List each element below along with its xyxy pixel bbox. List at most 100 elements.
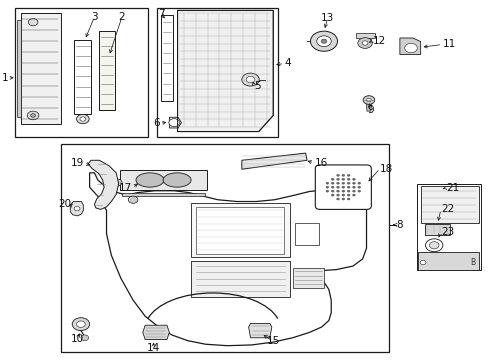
Circle shape	[168, 119, 179, 127]
Text: 9: 9	[366, 105, 373, 115]
Text: 11: 11	[442, 40, 455, 49]
Circle shape	[325, 186, 328, 188]
Circle shape	[336, 198, 339, 200]
Ellipse shape	[136, 173, 163, 187]
Bar	[416, 184, 480, 270]
Circle shape	[352, 178, 355, 180]
Circle shape	[346, 194, 349, 196]
Text: 19: 19	[70, 158, 83, 168]
Polygon shape	[99, 31, 115, 110]
Text: 8: 8	[396, 220, 402, 230]
Circle shape	[362, 41, 367, 45]
Circle shape	[330, 186, 333, 188]
Circle shape	[321, 39, 326, 43]
Circle shape	[31, 114, 36, 117]
Bar	[424, 224, 449, 234]
Circle shape	[352, 182, 355, 184]
Polygon shape	[17, 21, 21, 117]
Bar	[15, 8, 147, 137]
Circle shape	[74, 207, 80, 211]
Circle shape	[346, 178, 349, 180]
Polygon shape	[356, 33, 374, 39]
Circle shape	[404, 43, 416, 53]
FancyBboxPatch shape	[315, 165, 370, 210]
Circle shape	[346, 174, 349, 176]
Text: 15: 15	[266, 336, 279, 346]
Circle shape	[363, 96, 374, 104]
Text: 7: 7	[158, 9, 164, 19]
Circle shape	[357, 190, 360, 192]
Text: 20: 20	[59, 199, 72, 210]
Circle shape	[336, 186, 339, 188]
Circle shape	[341, 194, 344, 196]
Ellipse shape	[163, 173, 191, 187]
Circle shape	[77, 321, 85, 327]
Circle shape	[128, 196, 138, 203]
Circle shape	[336, 194, 339, 196]
Polygon shape	[248, 323, 271, 338]
Text: 4: 4	[284, 58, 290, 68]
Circle shape	[72, 318, 89, 330]
Polygon shape	[242, 153, 306, 169]
Bar	[420, 186, 478, 223]
Text: 6: 6	[153, 118, 160, 128]
Circle shape	[428, 242, 438, 249]
Polygon shape	[161, 15, 172, 101]
Circle shape	[81, 335, 88, 341]
Circle shape	[336, 174, 339, 176]
Circle shape	[346, 186, 349, 188]
Text: B: B	[469, 258, 475, 267]
Circle shape	[336, 190, 339, 192]
Circle shape	[330, 190, 333, 192]
Text: 14: 14	[146, 343, 160, 353]
Circle shape	[341, 182, 344, 184]
Circle shape	[346, 198, 349, 200]
Bar	[294, 223, 319, 244]
Circle shape	[357, 38, 371, 48]
Circle shape	[341, 198, 344, 200]
Text: 21: 21	[445, 183, 458, 193]
Circle shape	[316, 36, 330, 46]
Circle shape	[346, 190, 349, 192]
Circle shape	[341, 174, 344, 176]
Circle shape	[352, 186, 355, 188]
Circle shape	[357, 186, 360, 188]
Circle shape	[245, 76, 254, 83]
Text: 13: 13	[321, 13, 334, 23]
Polygon shape	[177, 10, 273, 132]
Circle shape	[330, 178, 333, 180]
Circle shape	[357, 182, 360, 184]
Polygon shape	[122, 193, 204, 197]
Circle shape	[336, 178, 339, 180]
Circle shape	[77, 114, 89, 124]
Circle shape	[366, 98, 370, 102]
Circle shape	[341, 190, 344, 192]
Circle shape	[341, 178, 344, 180]
Circle shape	[325, 190, 328, 192]
Circle shape	[352, 194, 355, 196]
Bar	[191, 203, 289, 257]
Bar	[292, 268, 324, 288]
Circle shape	[330, 194, 333, 196]
Text: 22: 22	[440, 204, 453, 215]
Circle shape	[346, 182, 349, 184]
Bar	[157, 8, 278, 137]
Text: 16: 16	[314, 158, 327, 168]
Polygon shape	[70, 202, 83, 216]
Circle shape	[330, 182, 333, 184]
Bar	[191, 261, 289, 297]
Polygon shape	[89, 173, 366, 346]
Circle shape	[112, 179, 122, 186]
Text: 10: 10	[71, 333, 84, 343]
Circle shape	[336, 182, 339, 184]
Bar	[61, 144, 388, 352]
Circle shape	[28, 19, 38, 26]
Polygon shape	[399, 38, 420, 54]
Text: 12: 12	[371, 36, 385, 46]
Circle shape	[27, 111, 39, 120]
Bar	[196, 207, 284, 253]
Bar	[417, 252, 478, 270]
Text: 18: 18	[379, 163, 392, 174]
Circle shape	[425, 239, 442, 252]
Text: 3: 3	[91, 12, 98, 22]
